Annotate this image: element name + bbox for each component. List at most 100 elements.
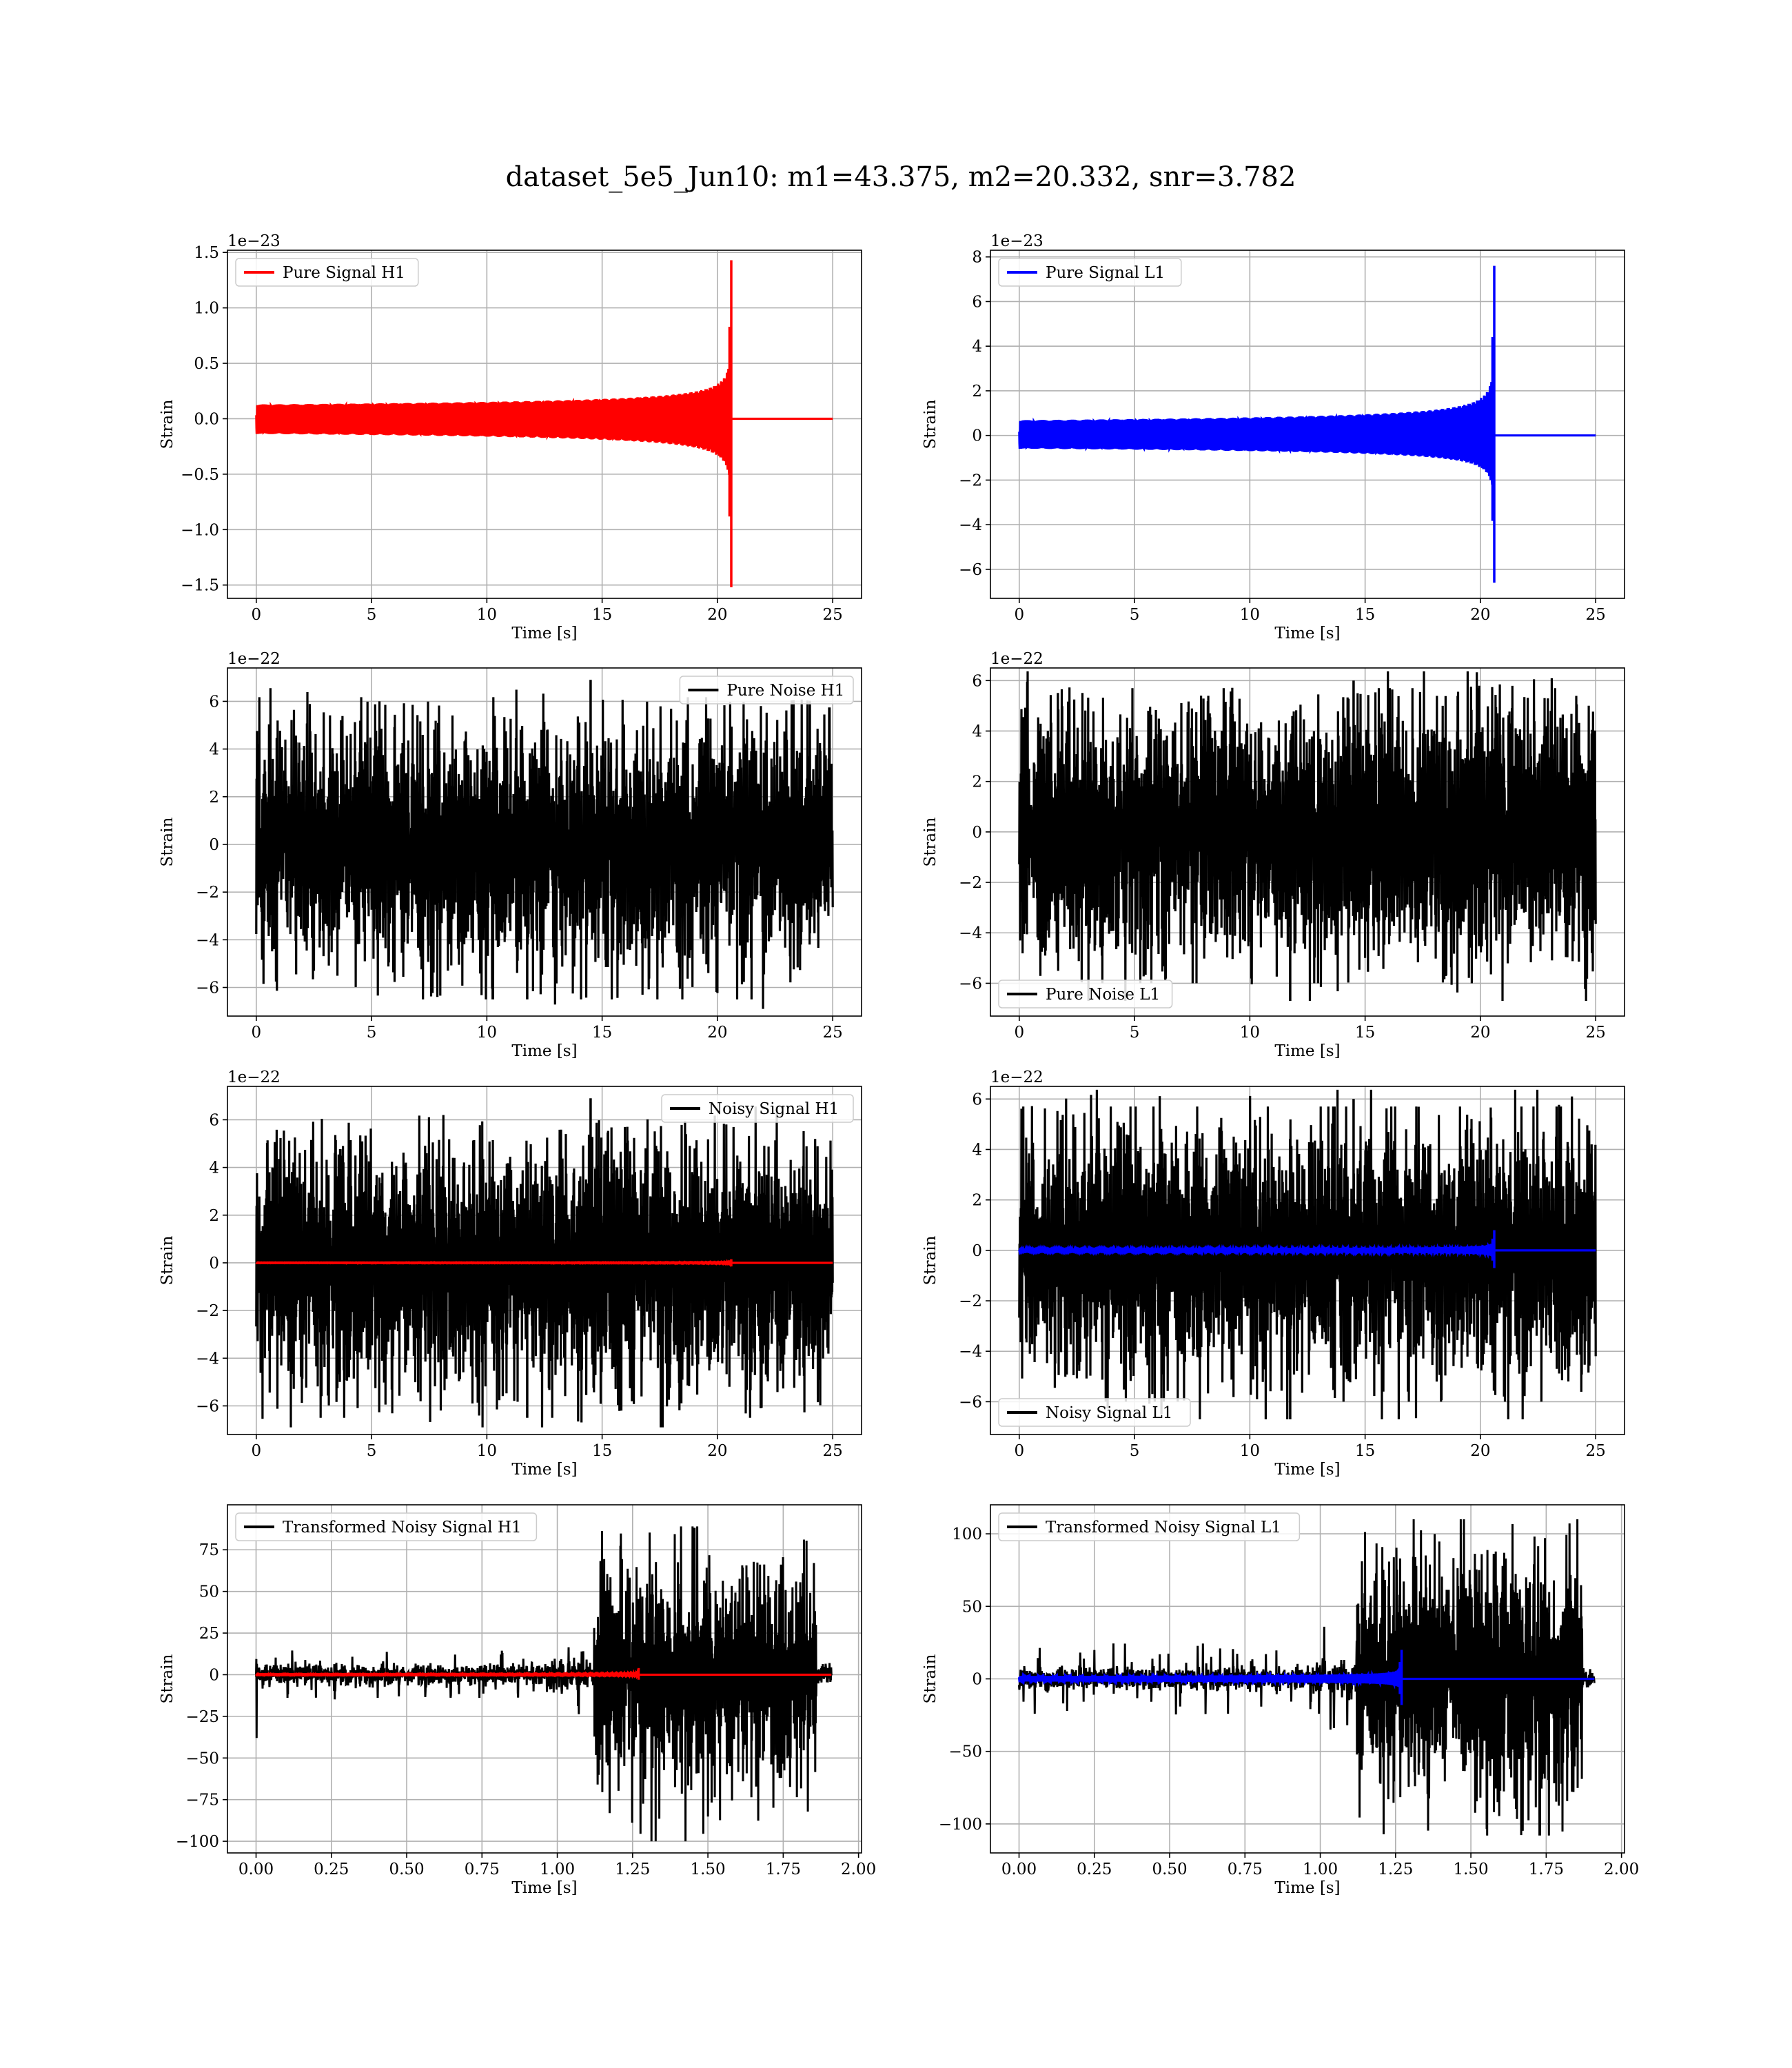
y-tick-label: 0 bbox=[972, 1242, 982, 1260]
x-tick-label: 25 bbox=[823, 1024, 843, 1042]
plot-area bbox=[255, 1098, 834, 1428]
axes-frame bbox=[227, 1086, 862, 1435]
y-tick-label: −0.5 bbox=[181, 466, 219, 484]
x-tick-label: 0.25 bbox=[1077, 1861, 1112, 1878]
legend-label: Pure Signal H1 bbox=[283, 264, 405, 282]
series-line-signal bbox=[255, 360, 833, 498]
y-offset-text: 1e−22 bbox=[990, 650, 1043, 668]
y-tick-label: 50 bbox=[199, 1583, 219, 1601]
y-tick-label: 0 bbox=[209, 1255, 219, 1273]
x-tick-label: 1.00 bbox=[540, 1861, 575, 1878]
y-tick-label: −4 bbox=[196, 1350, 219, 1368]
y-tick-label: 6 bbox=[209, 693, 219, 711]
y-axis-label: Strain bbox=[159, 399, 176, 449]
y-tick-label: 2 bbox=[209, 789, 219, 807]
x-tick-label: 10 bbox=[477, 1442, 497, 1460]
legend-box bbox=[235, 1512, 538, 1541]
legend: Pure Noise L1 bbox=[998, 980, 1173, 1008]
axes-frame bbox=[227, 250, 862, 599]
x-tick-label: 1.75 bbox=[1529, 1861, 1564, 1878]
x-tick-label: 25 bbox=[823, 1442, 843, 1460]
subplot-noisy-signal-h1: 0 5 10 15 20 25 −6 −4 −2 0 2 4 6 Time [s] Strain 1e−22 N… bbox=[159, 1068, 862, 1479]
y-tick-label: 1.5 bbox=[194, 244, 219, 262]
y-tick-label: −6 bbox=[196, 979, 219, 997]
legend-label: Pure Noise L1 bbox=[1046, 986, 1160, 1004]
x-tick-label: 10 bbox=[1240, 606, 1260, 624]
x-tick-label: 20 bbox=[1470, 606, 1490, 624]
x-tick-label: 5 bbox=[367, 606, 377, 624]
y-axis-label: Strain bbox=[922, 1654, 939, 1703]
x-axis-label: Time [s] bbox=[511, 1042, 577, 1060]
y-axis-label: Strain bbox=[159, 1654, 176, 1703]
x-tick-label: 1.00 bbox=[1303, 1861, 1338, 1878]
y-axis-label: Strain bbox=[922, 1235, 939, 1285]
y-tick-label: −2 bbox=[959, 472, 982, 489]
x-tick-label: 0 bbox=[251, 1024, 261, 1042]
y-tick-label: 6 bbox=[972, 1091, 982, 1108]
y-tick-label: 0 bbox=[972, 427, 982, 445]
y-offset-text: 1e−22 bbox=[227, 650, 281, 668]
x-tick-label: 15 bbox=[592, 606, 612, 624]
x-tick-label: 0.50 bbox=[1152, 1861, 1187, 1878]
legend-box bbox=[998, 1512, 1301, 1541]
y-tick-label: 4 bbox=[209, 741, 219, 759]
x-tick-label: 0 bbox=[251, 1442, 261, 1460]
y-tick-label: −6 bbox=[959, 1393, 982, 1411]
x-tick-label: 5 bbox=[1130, 1442, 1140, 1460]
x-tick-label: 0 bbox=[251, 606, 261, 624]
y-axis-label: Strain bbox=[922, 399, 939, 449]
x-tick-label: 20 bbox=[1470, 1024, 1490, 1042]
x-tick-label: 25 bbox=[823, 606, 843, 624]
y-tick-label: −2 bbox=[196, 884, 219, 902]
x-axis-label: Time [s] bbox=[511, 1879, 577, 1897]
x-tick-label: 1.25 bbox=[615, 1861, 650, 1878]
subplot-pure-noise-l1: 0 5 10 15 20 25 −6 −4 −2 0 2 4 6 Time [s] Strain 1e−22 P… bbox=[922, 650, 1625, 1060]
y-tick-label: 2 bbox=[972, 1192, 982, 1210]
subplot-transformed-noisy-signal-h1: 0.00 0.25 0.50 0.75 1.00 1.25 1.50 1.75 2.00 −100… bbox=[159, 1504, 876, 1897]
x-tick-label: 25 bbox=[1586, 1024, 1606, 1042]
x-tick-label: 20 bbox=[707, 1442, 727, 1460]
legend-label: Noisy Signal H1 bbox=[709, 1100, 839, 1118]
y-offset-text: 1e−22 bbox=[990, 1068, 1043, 1086]
y-tick-label: −50 bbox=[948, 1743, 982, 1761]
y-tick-label: −2 bbox=[959, 1292, 982, 1310]
axes-frame bbox=[227, 667, 862, 1017]
x-axis-label: Time [s] bbox=[1274, 1042, 1340, 1060]
axes-frame bbox=[990, 667, 1625, 1017]
subplot-pure-noise-h1: 0 5 10 15 20 25 −6 −4 −2 0 2 4 6 Time [s] Strain 1e−22 P… bbox=[159, 650, 862, 1060]
series-line-signal bbox=[1017, 1666, 1595, 1692]
x-tick-label: 1.25 bbox=[1378, 1861, 1413, 1878]
subplot-transformed-noisy-signal-l1: 0.00 0.25 0.50 0.75 1.00 1.25 1.50 1.75 2.00 −100… bbox=[922, 1504, 1639, 1897]
x-tick-label: 20 bbox=[707, 606, 727, 624]
y-tick-label: 75 bbox=[199, 1541, 219, 1559]
x-tick-label: 2.00 bbox=[841, 1861, 876, 1878]
x-axis-label: Time [s] bbox=[1274, 1461, 1340, 1479]
x-tick-label: 10 bbox=[1240, 1024, 1260, 1042]
y-tick-label: 0 bbox=[972, 824, 982, 842]
figure-title: dataset_5e5_Jun10: m1=43.375, m2=20.332,… bbox=[506, 161, 1296, 193]
y-tick-label: 4 bbox=[209, 1159, 219, 1177]
x-tick-label: 25 bbox=[1586, 606, 1606, 624]
x-tick-label: 15 bbox=[1355, 1442, 1375, 1460]
x-tick-label: 20 bbox=[1470, 1442, 1490, 1460]
plot-area bbox=[255, 1526, 833, 1842]
legend: Pure Signal H1 bbox=[235, 258, 419, 287]
plot-area bbox=[1018, 671, 1597, 1002]
legend-box bbox=[679, 676, 854, 704]
y-tick-label: 6 bbox=[972, 672, 982, 690]
y-tick-label: 25 bbox=[199, 1625, 219, 1643]
subplot-pure-signal-l1: 0 5 10 15 20 25 −6 −4 −2 0 2 4 6 8 Time [s] Strain 1e−23… bbox=[922, 232, 1625, 642]
series-line-noise bbox=[255, 1106, 834, 1428]
y-axis-label: Strain bbox=[159, 1235, 176, 1285]
x-tick-label: 15 bbox=[1355, 606, 1375, 624]
x-tick-label: 15 bbox=[592, 1442, 612, 1460]
axes-frame bbox=[990, 1086, 1625, 1435]
y-tick-label: 100 bbox=[952, 1525, 982, 1543]
y-offset-text: 1e−23 bbox=[990, 232, 1043, 250]
x-axis-label: Time [s] bbox=[1274, 1879, 1340, 1897]
y-tick-label: 2 bbox=[972, 773, 982, 791]
y-tick-label: 1.0 bbox=[194, 300, 219, 318]
x-tick-label: 5 bbox=[1130, 1024, 1140, 1042]
